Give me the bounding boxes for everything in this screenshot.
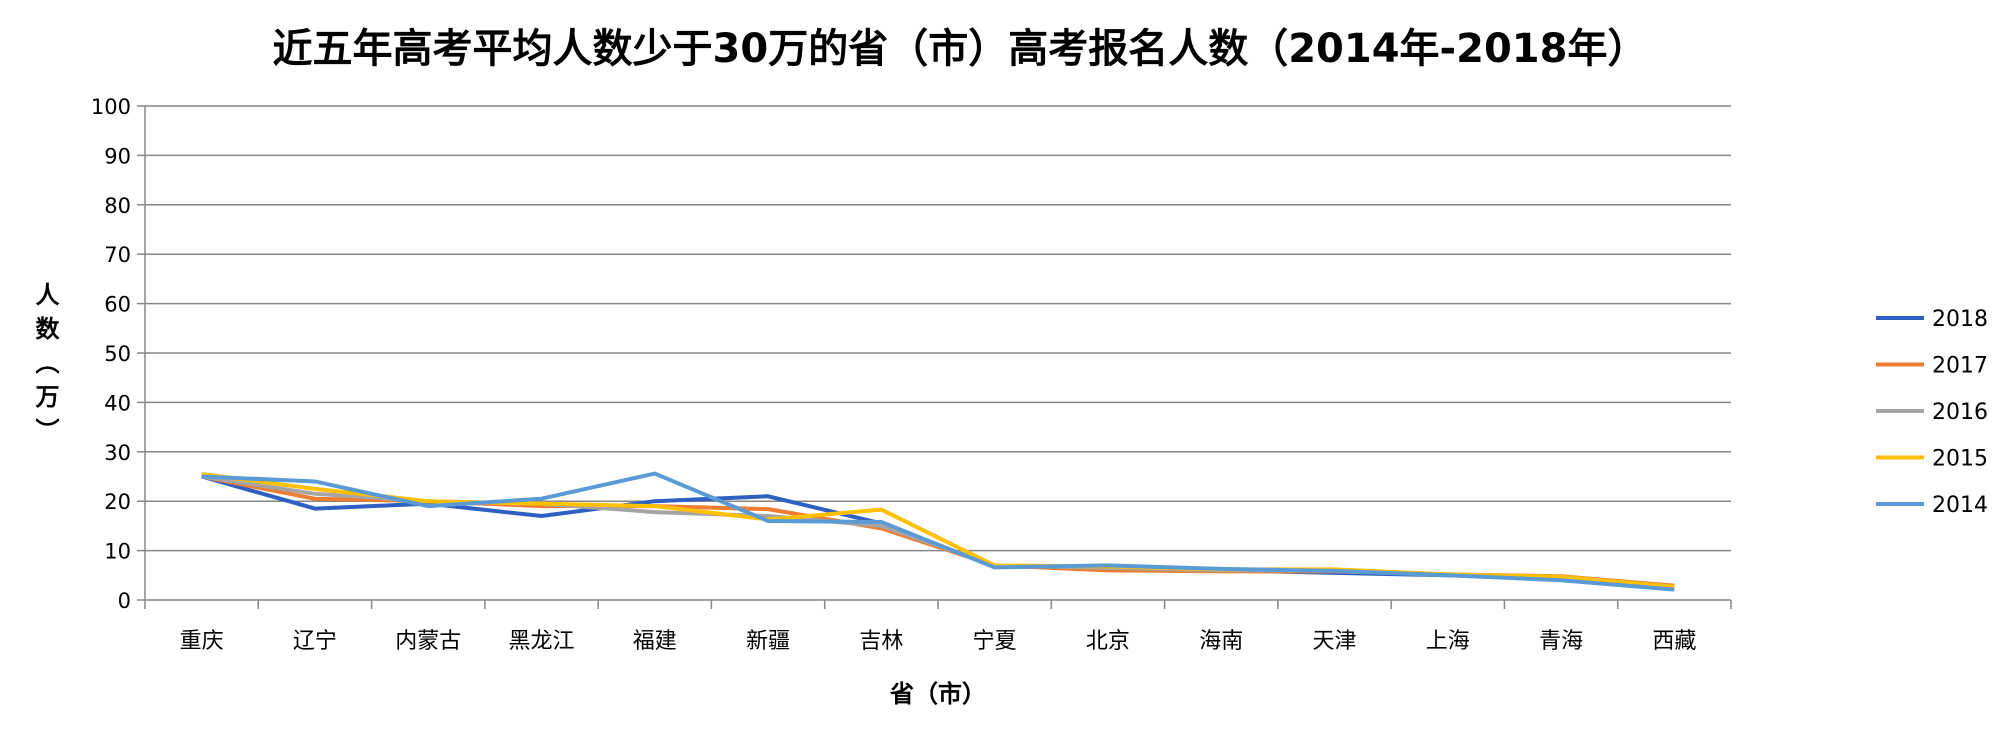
y-tick-label: 30 [104, 441, 131, 465]
x-tick-label: 天津 [1312, 629, 1356, 654]
x-tick-label: 宁夏 [973, 629, 1017, 654]
legend-label-2016: 2016 [1932, 400, 1988, 425]
x-tick-label: 新疆 [746, 629, 790, 654]
x-tick-label: 吉林 [859, 629, 903, 654]
y-tick-label: 70 [104, 243, 131, 267]
series-line-2015 [201, 472, 1675, 589]
y-tick-label: 40 [104, 391, 131, 415]
y-tick-label: 60 [104, 293, 131, 317]
x-tick-label: 内蒙古 [395, 629, 461, 654]
legend-label-2018: 2018 [1932, 307, 1988, 332]
x-tick-label: 北京 [1086, 629, 1130, 654]
y-tick-label: 50 [104, 342, 131, 366]
y-tick-label: 90 [104, 144, 131, 168]
y-tick-label: 10 [104, 540, 131, 564]
x-axis-label: 省（市） [889, 680, 986, 708]
legend-label-2015: 2015 [1932, 447, 1988, 472]
chart-title: 近五年高考平均人数少于30万的省（市）高考报名人数（2014年-2018年） [273, 26, 1648, 72]
y-axis-label: 人数（万） [31, 282, 59, 452]
legend-label-2014: 2014 [1932, 493, 1988, 518]
y-tick-label: 100 [91, 95, 131, 119]
x-tick-label: 福建 [633, 629, 677, 654]
series-line-2018 [201, 474, 1675, 590]
x-tick-label: 青海 [1539, 629, 1583, 654]
x-tick-label: 黑龙江 [508, 629, 574, 654]
x-tick-label: 辽宁 [293, 629, 337, 654]
y-tick-label: 80 [104, 194, 131, 218]
x-tick-label: 重庆 [180, 629, 224, 654]
x-tick-label: 西藏 [1652, 629, 1696, 654]
series-line-2014 [201, 471, 1675, 592]
x-tick-label: 海南 [1199, 629, 1243, 654]
series-line-2017 [201, 474, 1675, 588]
y-tick-label: 20 [104, 490, 131, 514]
legend-label-2017: 2017 [1932, 354, 1988, 379]
x-tick-label: 上海 [1426, 629, 1470, 654]
series-line-2016 [201, 474, 1675, 590]
y-tick-label: 0 [118, 589, 131, 613]
